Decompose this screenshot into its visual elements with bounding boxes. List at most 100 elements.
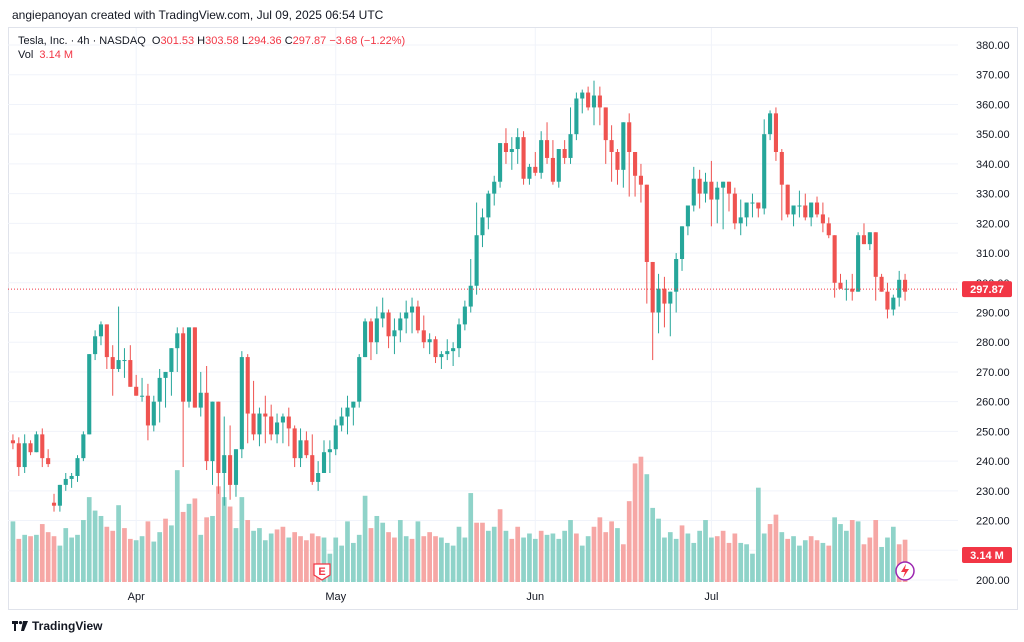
volume-bar — [280, 526, 286, 582]
candle-body — [492, 181, 497, 194]
candle — [316, 461, 321, 491]
candle-body — [51, 502, 57, 506]
volume-bar — [626, 501, 632, 582]
candle-body — [480, 217, 485, 236]
candle — [609, 125, 614, 182]
volume-bar — [186, 503, 192, 582]
candle-body — [609, 140, 614, 152]
volume-bar — [515, 526, 521, 582]
legend-volume-label[interactable]: Vol — [18, 49, 34, 61]
candle-body — [685, 205, 690, 227]
candle — [186, 327, 192, 408]
candle-body — [791, 205, 796, 215]
candle-body — [286, 416, 291, 429]
candle — [674, 253, 679, 313]
candle — [591, 80, 597, 126]
candle — [357, 354, 362, 408]
volume-bar — [896, 544, 902, 582]
volume-bar — [257, 528, 262, 582]
candle-body — [656, 288, 661, 313]
candle-body — [627, 122, 632, 152]
candle — [110, 345, 115, 396]
candle — [721, 181, 726, 230]
price-tick-label: 380.00 — [976, 40, 1010, 52]
candle-body — [222, 455, 227, 473]
candle — [744, 202, 749, 227]
price-tick-label: 230.00 — [976, 486, 1010, 498]
legend-open: 301.53 — [160, 35, 195, 47]
candle — [93, 330, 98, 361]
candle — [304, 431, 309, 459]
volume-bar — [691, 542, 697, 582]
volume-bar — [204, 517, 209, 582]
candle-body — [615, 152, 620, 170]
candle — [46, 449, 51, 468]
volume-bar — [462, 537, 468, 582]
candle — [779, 149, 784, 221]
candle — [310, 434, 315, 485]
candle-body — [374, 318, 379, 343]
volume-bar — [738, 542, 744, 582]
candle-body — [691, 178, 696, 206]
candle — [269, 404, 274, 441]
candle-body — [844, 288, 849, 290]
candle — [668, 291, 673, 337]
candle — [809, 202, 814, 227]
candle-body — [832, 235, 837, 283]
chart-frame[interactable] — [8, 27, 1018, 610]
candle — [228, 425, 233, 500]
candle-body — [304, 440, 309, 456]
volume-bar — [309, 533, 315, 582]
candle — [104, 324, 109, 369]
candle — [509, 137, 514, 170]
legend-symbol[interactable]: Tesla, Inc. · 4h · NASDAQ — [18, 35, 146, 47]
volume-bar — [10, 521, 16, 582]
candle — [856, 232, 861, 292]
candle — [445, 339, 450, 361]
volume-bar — [104, 526, 110, 582]
earnings-marker[interactable]: E — [313, 563, 331, 581]
dividend-flash-icon[interactable] — [895, 561, 915, 581]
volume-bar — [16, 538, 22, 582]
volume-bar — [538, 530, 544, 582]
candle — [386, 309, 391, 349]
candle-body — [867, 232, 872, 245]
volume-bar — [86, 497, 92, 582]
volume-bar — [550, 533, 556, 582]
candle — [392, 318, 397, 355]
candle — [198, 371, 203, 417]
candle-body — [527, 166, 532, 179]
candle-body — [574, 98, 579, 135]
candle-body — [351, 401, 356, 408]
candle-body — [809, 202, 814, 218]
candle-body — [392, 330, 397, 337]
volume-bar — [333, 537, 339, 582]
price-tick-label: 320.00 — [976, 218, 1010, 230]
candle-body — [856, 235, 861, 292]
candle-body — [468, 285, 473, 307]
price-tick-label: 280.00 — [976, 337, 1010, 349]
candle — [16, 437, 21, 476]
candle — [274, 413, 280, 444]
candle — [832, 235, 837, 298]
candle — [492, 175, 497, 206]
candle-body — [638, 175, 644, 185]
volume-bar — [703, 520, 708, 582]
volume-bar — [198, 534, 204, 582]
candle — [556, 149, 561, 188]
candle-body — [87, 354, 92, 435]
tradingview-logo[interactable]: TradingView — [12, 619, 102, 633]
candle — [363, 318, 368, 358]
candle — [456, 318, 462, 358]
candle — [732, 187, 737, 230]
volume-bar — [855, 521, 861, 582]
volume-bar — [603, 532, 609, 582]
candle-body — [462, 306, 467, 325]
candle-body — [257, 413, 262, 435]
candle — [292, 425, 297, 468]
candle-body — [292, 428, 297, 459]
candle-body — [679, 226, 685, 259]
candle — [703, 172, 708, 203]
price-axis: 380.00 370.00 360.00 350.00 340.00 330.00 320.… — [976, 40, 1010, 587]
